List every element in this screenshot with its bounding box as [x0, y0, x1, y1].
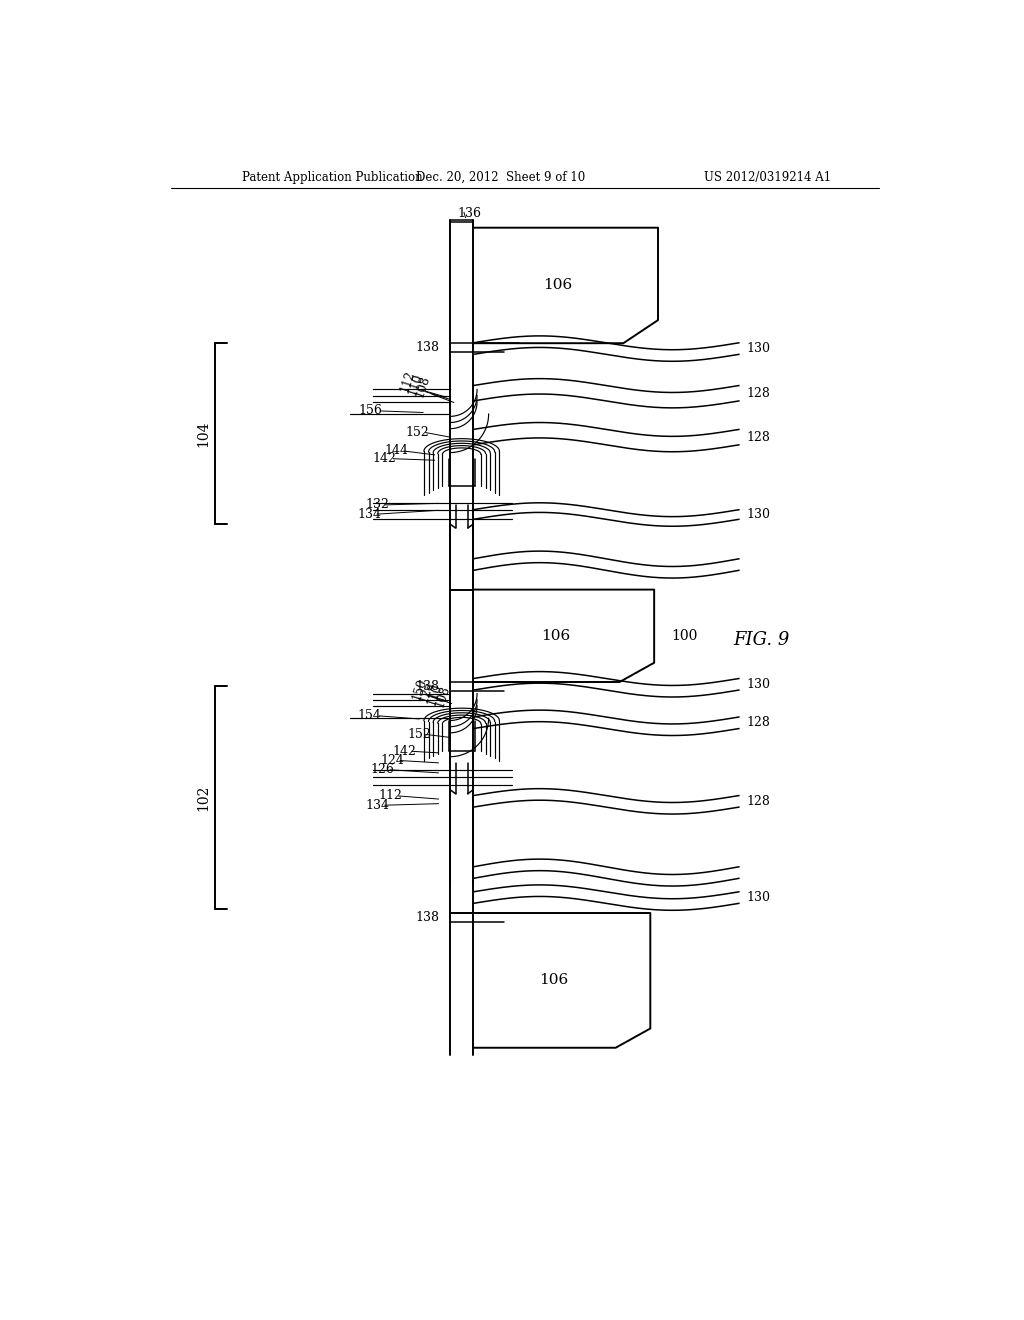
Text: 104: 104: [197, 421, 211, 447]
Text: 150: 150: [410, 677, 429, 702]
Text: 128: 128: [746, 430, 770, 444]
Text: 108: 108: [433, 684, 452, 709]
Text: FIG. 9: FIG. 9: [734, 631, 791, 648]
Text: 106: 106: [540, 973, 568, 987]
Text: 132: 132: [365, 499, 389, 511]
Text: Patent Application Publication: Patent Application Publication: [243, 172, 423, 185]
Text: 136: 136: [458, 207, 481, 220]
Text: 134: 134: [365, 799, 389, 812]
Text: 144: 144: [384, 445, 409, 458]
Text: 128: 128: [746, 387, 770, 400]
Text: 138: 138: [415, 680, 439, 693]
Text: 128: 128: [746, 795, 770, 808]
Text: 110: 110: [406, 371, 425, 396]
Text: 106: 106: [542, 628, 570, 643]
Text: 130: 130: [746, 891, 770, 904]
Text: 130: 130: [746, 677, 770, 690]
Text: 126: 126: [371, 763, 394, 776]
Text: 138: 138: [415, 342, 439, 354]
Text: 152: 152: [406, 426, 429, 440]
Text: Dec. 20, 2012  Sheet 9 of 10: Dec. 20, 2012 Sheet 9 of 10: [416, 172, 585, 185]
Text: US 2012/0319214 A1: US 2012/0319214 A1: [705, 172, 831, 185]
Text: 152: 152: [408, 727, 431, 741]
Text: 130: 130: [746, 508, 770, 521]
Text: 12a: 12a: [418, 680, 436, 705]
Text: 138: 138: [415, 911, 439, 924]
Text: 156: 156: [358, 404, 383, 417]
Text: 100: 100: [672, 628, 698, 643]
Text: 102: 102: [197, 784, 211, 810]
Text: 106: 106: [544, 279, 572, 293]
Text: 142: 142: [373, 453, 396, 465]
Text: 130: 130: [746, 342, 770, 355]
Text: 134: 134: [357, 508, 381, 520]
Text: 110: 110: [425, 681, 444, 708]
Text: 124: 124: [381, 754, 404, 767]
Text: 112: 112: [398, 370, 418, 395]
Text: 154: 154: [357, 709, 381, 722]
Text: 112: 112: [379, 789, 402, 803]
Text: 108: 108: [414, 374, 433, 399]
Text: 142: 142: [392, 744, 416, 758]
Text: 128: 128: [746, 717, 770, 730]
